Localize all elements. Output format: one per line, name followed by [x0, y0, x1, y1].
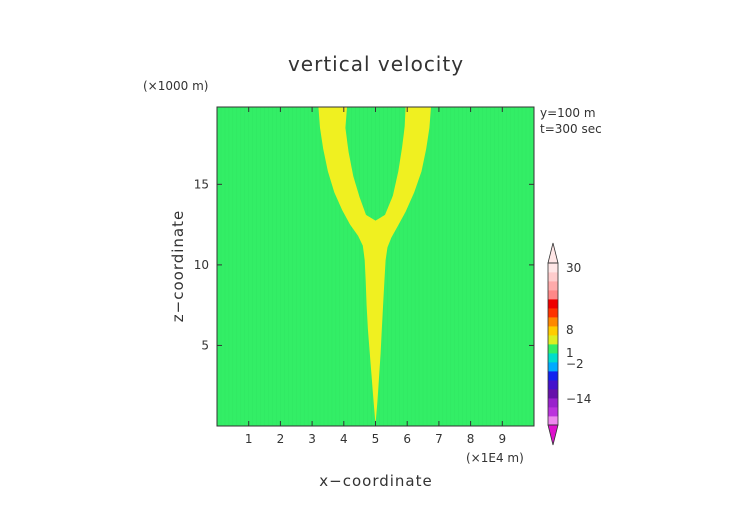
- colorbar-bottom-arrow: [547, 424, 559, 446]
- colorbar-segment: [548, 263, 558, 273]
- x-tick-label: 4: [340, 432, 348, 446]
- colorbar-label: −14: [566, 392, 591, 406]
- colorbar-label: 30: [566, 261, 581, 275]
- colorbar-segment: [548, 299, 558, 309]
- annotation-y: y=100 m: [540, 106, 596, 120]
- colorbar-segment: [548, 281, 558, 291]
- y-axis-ticks: 5 10 15: [194, 177, 534, 352]
- colorbar-label: −2: [566, 357, 584, 371]
- colorbar-segment: [548, 317, 558, 327]
- y-unit-label: (×1000 m): [143, 79, 208, 93]
- updraft-plume: [318, 107, 431, 425]
- x-tick-label: 8: [467, 432, 475, 446]
- y-tick-label: 5: [201, 338, 209, 352]
- colorbar-segment: [548, 362, 558, 372]
- y-tick-label: 10: [194, 258, 209, 272]
- x-tick-label: 6: [403, 432, 411, 446]
- colorbar-segment: [548, 371, 558, 381]
- y-axis-label: z−coordinate: [169, 210, 187, 322]
- colorbar-segment: [548, 344, 558, 354]
- x-tick-label: 1: [245, 432, 253, 446]
- colorbar-segment: [548, 389, 558, 399]
- colorbar-segment: [548, 308, 558, 318]
- colorbar-labels: 30 8 1−2 −14: [566, 261, 591, 406]
- x-axis-ticks: 1 2 3 4 5 6 7 8 9: [245, 107, 506, 446]
- colorbar-segment: [548, 398, 558, 408]
- colorbar-segment: [548, 326, 558, 336]
- colorbar-segment: [548, 353, 558, 363]
- colorbar-segment: [548, 335, 558, 345]
- x-tick-label: 3: [308, 432, 316, 446]
- chart-title: vertical velocity: [288, 52, 464, 76]
- x-tick-label: 9: [498, 432, 506, 446]
- x-tick-label: 2: [277, 432, 285, 446]
- y-tick-label: 15: [194, 177, 209, 191]
- colorbar-segment: [548, 290, 558, 300]
- colorbar-label: 8: [566, 323, 574, 337]
- colorbar-label: 1: [566, 346, 574, 360]
- x-tick-label: 5: [372, 432, 380, 446]
- colorbar-frame: [547, 262, 559, 426]
- x-unit-label: (×1E4 m): [466, 451, 524, 465]
- colorbar-segment: [548, 407, 558, 417]
- x-axis-label: x−coordinate: [319, 472, 432, 490]
- colorbar-segment: [548, 380, 558, 390]
- colorbar: [547, 242, 559, 446]
- x-tick-label: 7: [435, 432, 443, 446]
- field-texture: [220, 107, 531, 426]
- colorbar-segment: [548, 272, 558, 282]
- colorbar-segment: [548, 416, 558, 426]
- colorbar-top-arrow: [547, 242, 559, 264]
- annotation-t: t=300 sec: [540, 122, 602, 136]
